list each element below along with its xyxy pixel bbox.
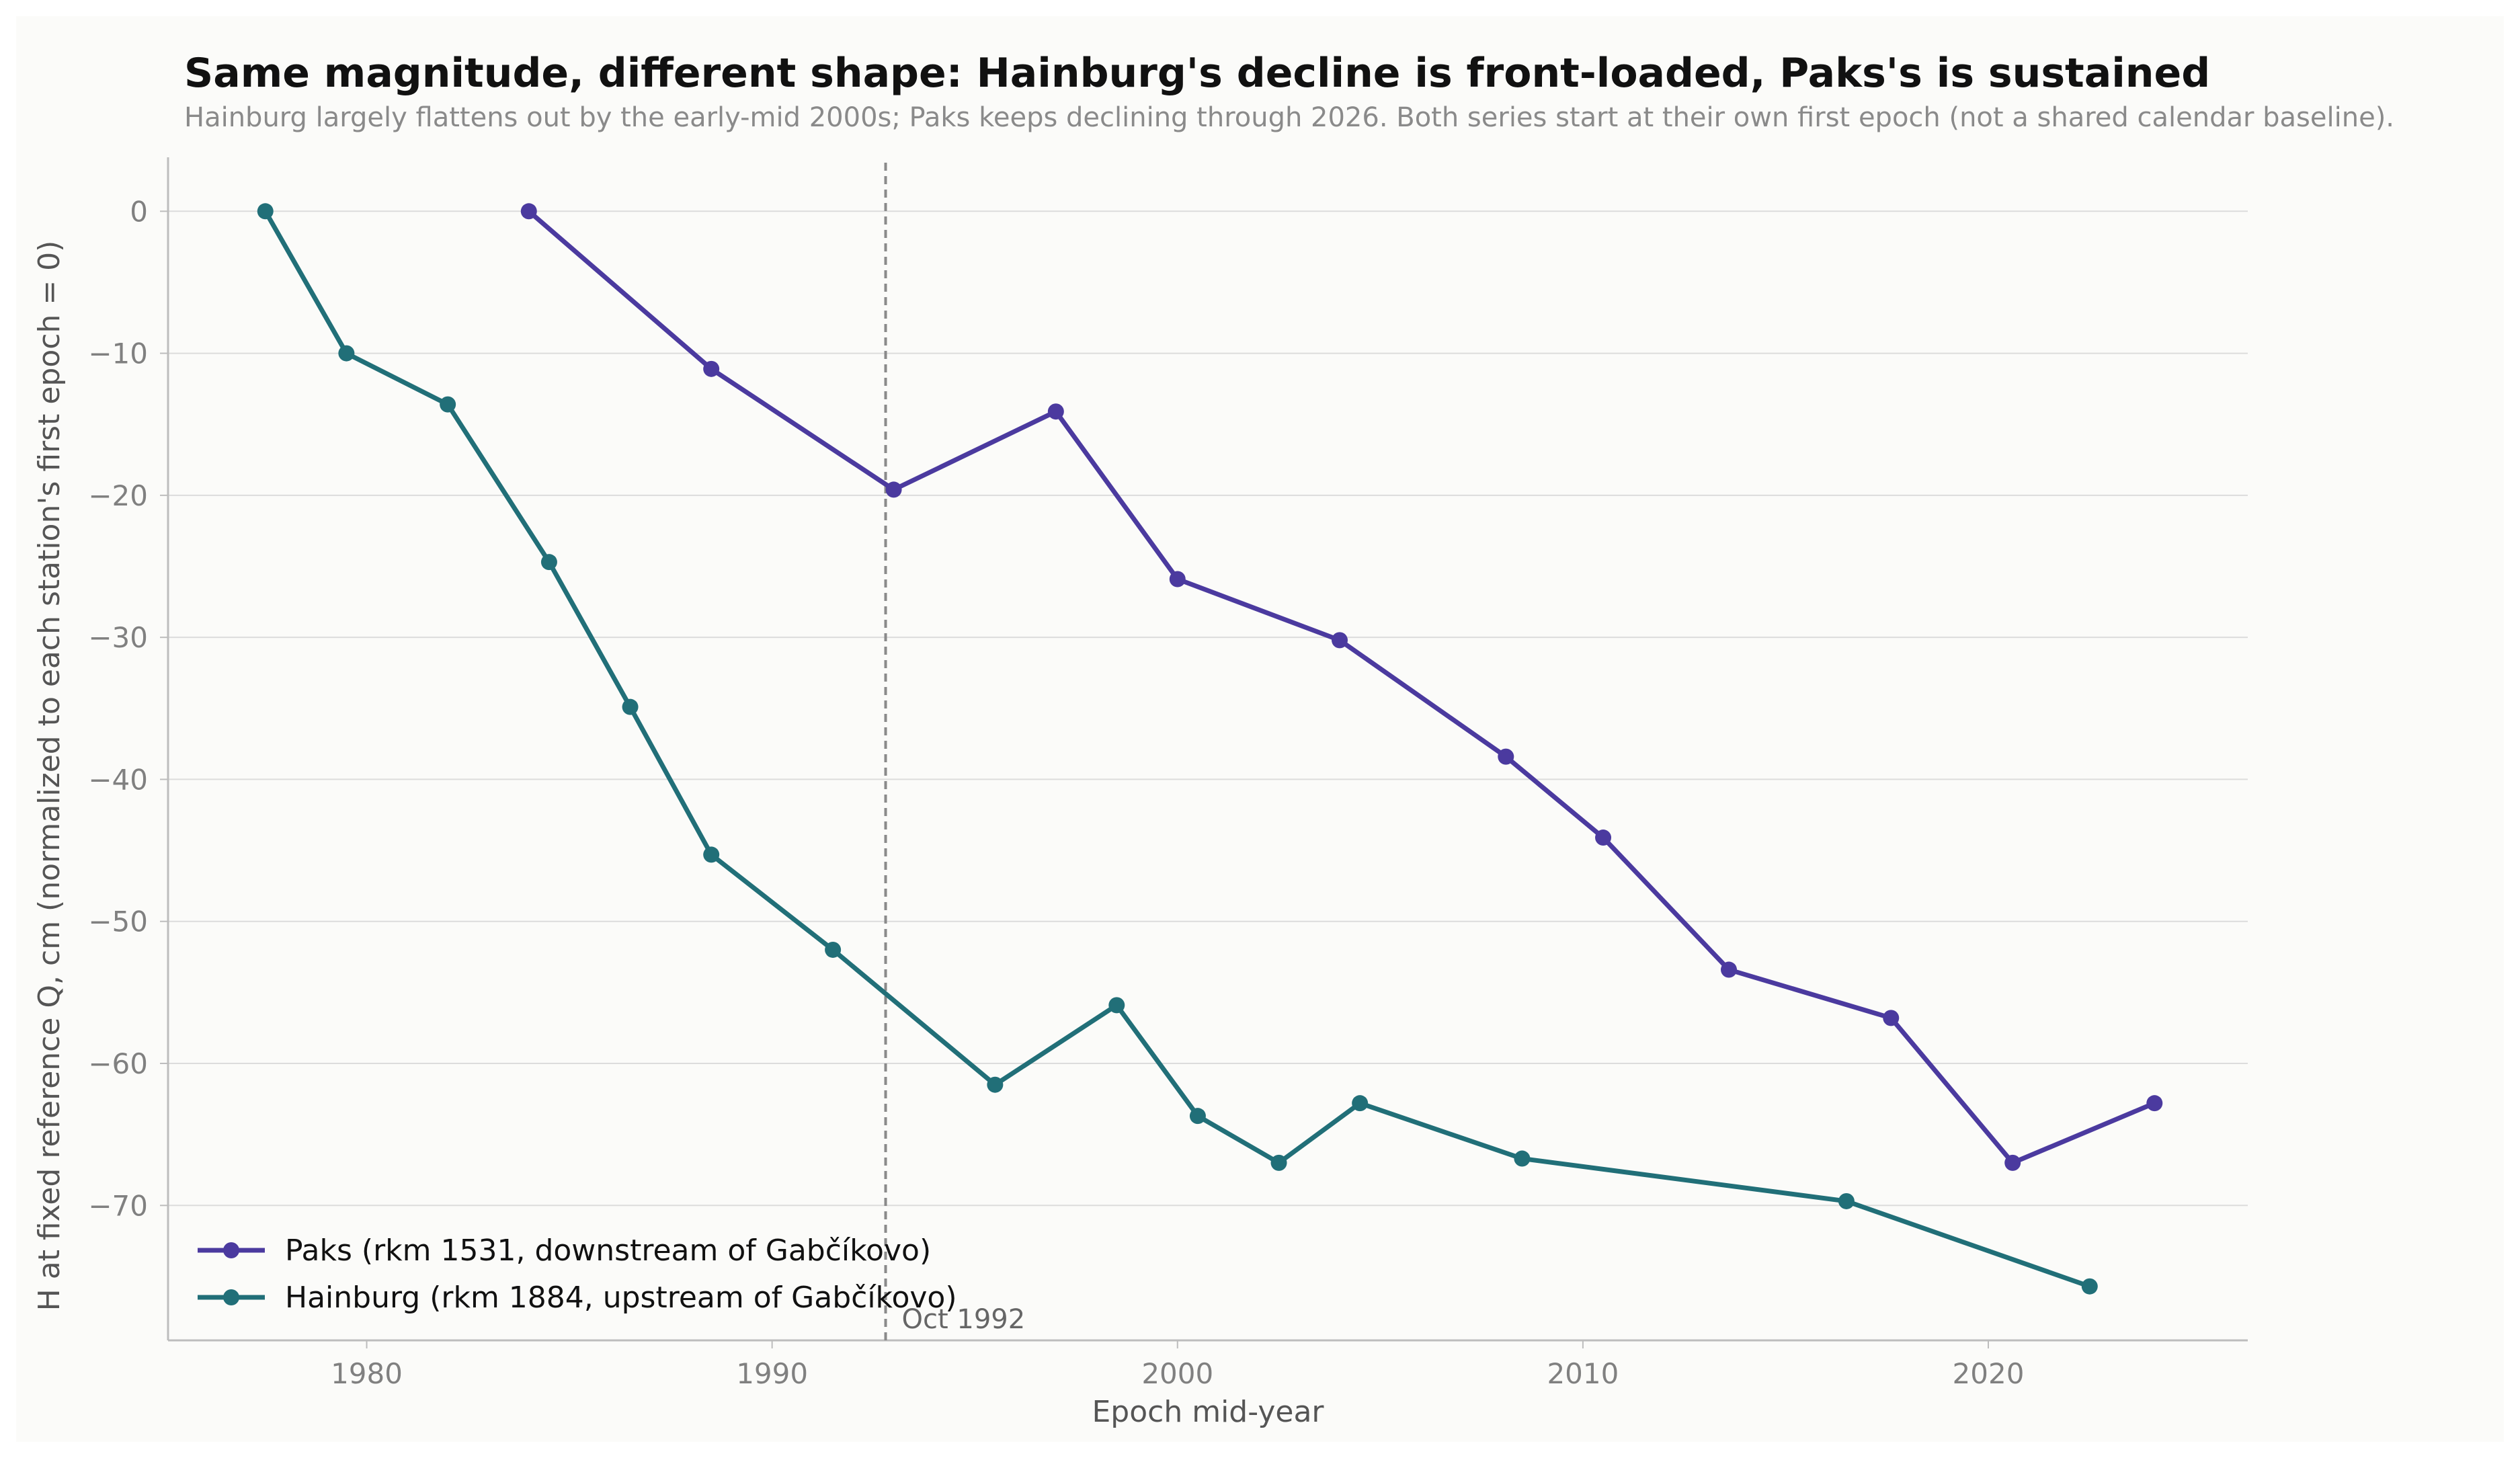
legend-item: Paks (rkm 1531, downstream of Gabčíkovo) — [198, 1233, 931, 1268]
series-hainburg — [257, 203, 2098, 1295]
y-axis-label: H at fixed reference Q, cm (normalized t… — [32, 241, 67, 1311]
axes — [167, 157, 2248, 1342]
data-point — [622, 698, 639, 715]
y-tick-label: −10 — [88, 337, 148, 370]
series-line — [263, 208, 2092, 1289]
data-point — [1189, 1108, 1206, 1125]
data-point — [987, 1076, 1004, 1093]
legend-label: Hainburg (rkm 1884, upstream of Gabčíkov… — [285, 1281, 957, 1315]
tick-labels: 0 −10 −20 −30 −40 −50 −60 −70 1980 1990 2000 2010 20… — [88, 195, 2024, 1390]
x-tick-label: 2020 — [1953, 1357, 2025, 1390]
data-point — [703, 846, 720, 863]
data-point — [520, 203, 537, 220]
data-point — [1108, 997, 1125, 1014]
y-tick-label: −30 — [88, 621, 148, 654]
data-point — [1352, 1095, 1369, 1112]
data-point — [338, 345, 355, 362]
data-point — [2004, 1154, 2021, 1171]
data-point — [1595, 829, 1612, 846]
y-tick-label: −60 — [88, 1047, 148, 1080]
series-lines — [257, 203, 2163, 1295]
y-tick-label: −70 — [88, 1189, 148, 1222]
legend-item: Hainburg (rkm 1884, upstream of Gabčíkov… — [198, 1281, 957, 1315]
data-point — [1883, 1010, 1900, 1026]
data-point — [825, 941, 842, 958]
data-point — [1721, 961, 1738, 978]
y-tick-label: −20 — [88, 479, 148, 512]
data-point — [1270, 1154, 1287, 1171]
x-axis-label: Epoch mid-year — [1092, 1395, 1325, 1429]
legend-marker — [223, 1242, 239, 1258]
data-point — [1047, 403, 1064, 420]
data-point — [440, 396, 456, 413]
x-tick-label: 2000 — [1141, 1357, 1213, 1390]
gridlines — [168, 210, 2248, 1207]
y-tick-label: 0 — [130, 195, 148, 228]
figure-background: Same magnitude, different shape: Hainbur… — [16, 16, 2504, 1442]
series-paks — [520, 203, 2163, 1171]
legend: Paks (rkm 1531, downstream of Gabčíkovo)… — [198, 1233, 957, 1315]
annotations: Oct 1992 — [884, 163, 1026, 1340]
vline-label: Oct 1992 — [902, 1304, 1026, 1335]
x-tick-label: 1990 — [736, 1357, 808, 1390]
x-tick-label: 2010 — [1547, 1357, 1619, 1390]
y-tick-label: −40 — [88, 763, 148, 796]
data-point — [1169, 571, 1186, 588]
data-point — [1838, 1192, 1855, 1209]
legend-label: Paks (rkm 1531, downstream of Gabčíkovo) — [285, 1233, 931, 1268]
data-point — [885, 481, 902, 498]
data-point — [257, 203, 274, 220]
line-chart: Oct 1992 0 −10 −20 −30 −40 −50 −60 −70 1980 1990 2… — [32, 157, 2248, 1429]
data-point — [1498, 748, 1514, 765]
data-point — [540, 554, 557, 571]
data-point — [2146, 1095, 2163, 1112]
data-point — [2081, 1278, 2098, 1295]
data-point — [1514, 1150, 1531, 1167]
y-tick-label: −50 — [88, 905, 148, 938]
x-tick-label: 1980 — [331, 1357, 403, 1390]
data-point — [703, 360, 720, 377]
chart-subtitle: Hainburg largely flattens out by the ear… — [184, 102, 2395, 133]
legend-marker — [223, 1289, 239, 1305]
data-point — [1332, 632, 1348, 649]
series-line — [526, 208, 2157, 1166]
chart-title: Same magnitude, different shape: Hainbur… — [184, 50, 2211, 97]
